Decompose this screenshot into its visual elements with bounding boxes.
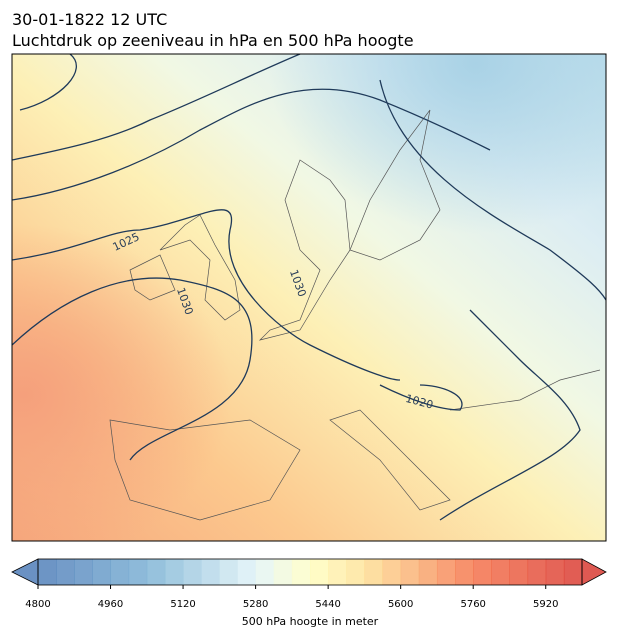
colorbar: 4800 4960 5120 5280 5440 5600 5760 5920 500 hPa … [11, 558, 607, 628]
colorbar-bin [201, 559, 220, 585]
colorbar-tick-label: 5920 [533, 599, 558, 610]
colorbar-bin [364, 559, 384, 585]
colorbar-bin [455, 559, 474, 585]
colorbar-bin [219, 559, 238, 585]
colorbar-bin [183, 559, 202, 585]
colorbar-extend [11, 558, 39, 586]
isobars [12, 54, 606, 521]
colorbar-bin [310, 559, 329, 585]
colorbar-bin [291, 559, 311, 585]
colorbar-bin [56, 559, 75, 585]
colorbar-tick-label: 4800 [25, 599, 50, 610]
colorbar-bin [74, 559, 93, 585]
colorbar-tick-label: 4960 [98, 599, 123, 610]
colorbar-bin [527, 559, 547, 585]
colorbar-tick-label: 5600 [388, 599, 413, 610]
colorbar-bin [400, 559, 420, 585]
colorbar-bin [418, 559, 438, 585]
colorbar-tick-label: 5280 [243, 599, 268, 610]
colorbar-bin [128, 559, 148, 585]
colorbar-tick-label: 5120 [170, 599, 195, 610]
colorbar-frame [37, 558, 583, 586]
colorbar-bin [382, 559, 402, 585]
colorbar-bin [436, 559, 456, 585]
colorbar-bin [563, 559, 583, 585]
colorbar-bin [509, 559, 529, 585]
colorbar-bin [92, 559, 112, 585]
colorbar-bin [491, 559, 510, 585]
map: 1025 1030 1030 1020 [12, 54, 606, 541]
colorbar-bin [545, 559, 565, 585]
colorbar-bin [346, 559, 365, 585]
colorbar-bin [328, 559, 347, 585]
title: 30-01-1822 12 UTC [12, 10, 167, 29]
colorbar-label: 500 hPa hoogte in meter [242, 615, 379, 628]
colorbar-extend [581, 558, 607, 586]
colorbar-bin [255, 559, 275, 585]
map-frame [11, 53, 607, 542]
subtitle: Luchtdruk op zeeniveau in hPa en 500 hPa… [12, 31, 414, 50]
colorbar-bin [164, 559, 184, 585]
colorbar-bin [237, 559, 257, 585]
coastlines [109, 109, 601, 521]
colorbar-bin [273, 559, 293, 585]
colorbar-tick-label: 5440 [315, 599, 340, 610]
colorbar-bin [473, 559, 492, 585]
colorbar-bin [110, 559, 130, 585]
colorbar-bin [38, 559, 57, 585]
colorbar-tick-label: 5760 [460, 599, 485, 610]
colorbar-bin [146, 559, 166, 585]
